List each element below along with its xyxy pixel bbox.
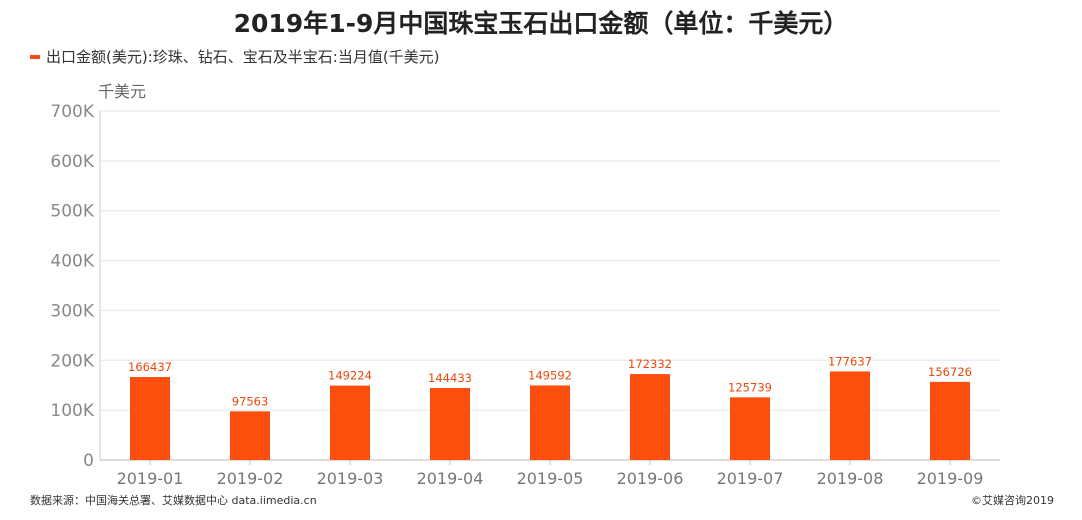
x-tick-label: 2019-07 [717,469,784,488]
y-tick-label: 0 [83,451,94,471]
data-label: 149224 [328,369,372,383]
bar [130,377,170,460]
y-tick-label: 500K [50,202,94,222]
data-label: 97563 [232,394,269,408]
data-source-note: 数据来源：中国海关总署、艾媒数据中心 data.iimedia.cn [30,494,317,507]
x-tick-label: 2019-01 [117,469,184,488]
bar [730,397,770,460]
x-tick-label: 2019-05 [517,469,584,488]
data-label: 172332 [628,357,672,371]
x-tick-label: 2019-06 [617,469,684,488]
data-label: 125739 [728,380,772,394]
y-tick-label: 200K [50,351,94,371]
x-tick-label: 2019-08 [817,469,884,488]
y-tick-label: 100K [50,401,94,421]
legend: 出口金额(美元):珍珠、钻石、宝石及半宝石:当月值(千美元) [30,46,440,67]
y-axis-unit-label: 千美元 [98,82,147,101]
bar [230,411,270,460]
y-tick-label: 700K [50,102,94,122]
y-tick-label: 400K [50,252,94,272]
bar [430,387,470,460]
x-tick-label: 2019-09 [917,469,984,488]
x-tick-label: 2019-04 [417,469,484,488]
x-tick-label: 2019-02 [217,469,284,488]
data-label: 149592 [528,368,572,382]
bar [330,385,370,460]
bar [930,381,970,460]
copyright-note: ©艾媒咨询2019 [971,494,1054,507]
data-label: 177637 [828,354,872,368]
x-tick-label: 2019-03 [317,469,384,488]
data-label: 166437 [128,360,172,374]
data-label: 156726 [928,365,972,379]
data-label: 144433 [428,371,472,385]
chart-title: 2019年1-9月中国珠宝玉石出口金额（单位：千美元） [233,9,849,38]
y-tick-label: 600K [50,152,94,172]
legend-label: 出口金额(美元):珍珠、钻石、宝石及半宝石:当月值(千美元) [46,48,440,66]
y-tick-label: 300K [50,301,94,321]
legend-swatch [30,54,40,59]
bar [630,374,670,460]
bar [530,385,570,460]
bar [830,371,870,460]
